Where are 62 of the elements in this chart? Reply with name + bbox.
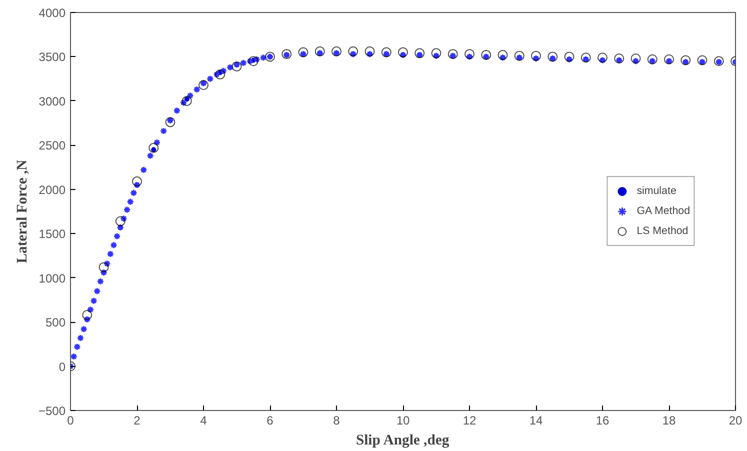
x-tick-label: 4 <box>200 414 208 428</box>
x-tick-label: 12 <box>462 414 476 428</box>
point <box>348 46 358 56</box>
point <box>182 96 192 106</box>
legend-label: GA Method <box>636 205 690 217</box>
point <box>614 54 624 64</box>
y-tick-label: 1000 <box>38 271 66 286</box>
x-tick-label: 14 <box>529 414 543 428</box>
point <box>298 47 308 58</box>
point <box>647 54 658 64</box>
point <box>332 46 342 56</box>
point <box>165 117 176 128</box>
point <box>630 54 641 64</box>
point <box>314 46 325 56</box>
point <box>531 50 541 61</box>
y-tick-label: 2500 <box>38 138 66 153</box>
point <box>398 47 408 58</box>
x-tick-label: 8 <box>333 414 340 428</box>
point <box>481 50 492 60</box>
x-tick-label: 0 <box>67 414 74 428</box>
x-tick-label: 20 <box>728 414 742 428</box>
y-tick-label: 3000 <box>38 94 66 108</box>
point <box>580 52 591 63</box>
y-axis-title: Lateral Force ,N <box>14 159 30 264</box>
y-tick-label: 0 <box>58 360 66 374</box>
point <box>697 55 708 66</box>
point <box>564 52 574 62</box>
point <box>498 50 508 60</box>
point <box>198 80 208 90</box>
y-tick-label: −500 <box>38 404 66 418</box>
point <box>548 52 558 62</box>
point <box>98 262 109 272</box>
point <box>598 52 608 63</box>
point <box>82 310 92 320</box>
point <box>464 49 474 60</box>
point <box>148 142 159 153</box>
point <box>132 176 142 186</box>
point <box>514 50 524 61</box>
point <box>364 46 375 56</box>
point <box>448 49 458 60</box>
x-tick-label: 2 <box>134 414 141 428</box>
y-tick-label: 1500 <box>38 227 66 242</box>
point <box>664 54 674 64</box>
x-tick-label: 18 <box>662 414 676 428</box>
point <box>232 61 242 72</box>
point <box>215 69 226 80</box>
x-axis-title: Slip Angle ,deg <box>356 432 450 448</box>
y-tick-label: 3500 <box>38 50 66 64</box>
x-tick-label: 6 <box>266 414 274 428</box>
y-tick-label: 4000 <box>38 6 66 20</box>
legend-label: LS Method <box>636 225 688 237</box>
point <box>414 48 425 58</box>
x-tick-label: 16 <box>596 414 610 428</box>
point <box>115 216 126 226</box>
x-tick-label: 10 <box>396 414 410 428</box>
y-tick-label: 500 <box>45 316 66 330</box>
legend-label: simulate <box>636 185 676 197</box>
y-tick-label: 2000 <box>38 182 66 197</box>
point <box>381 47 392 58</box>
point <box>431 48 442 58</box>
point <box>680 55 691 66</box>
point <box>248 56 258 66</box>
